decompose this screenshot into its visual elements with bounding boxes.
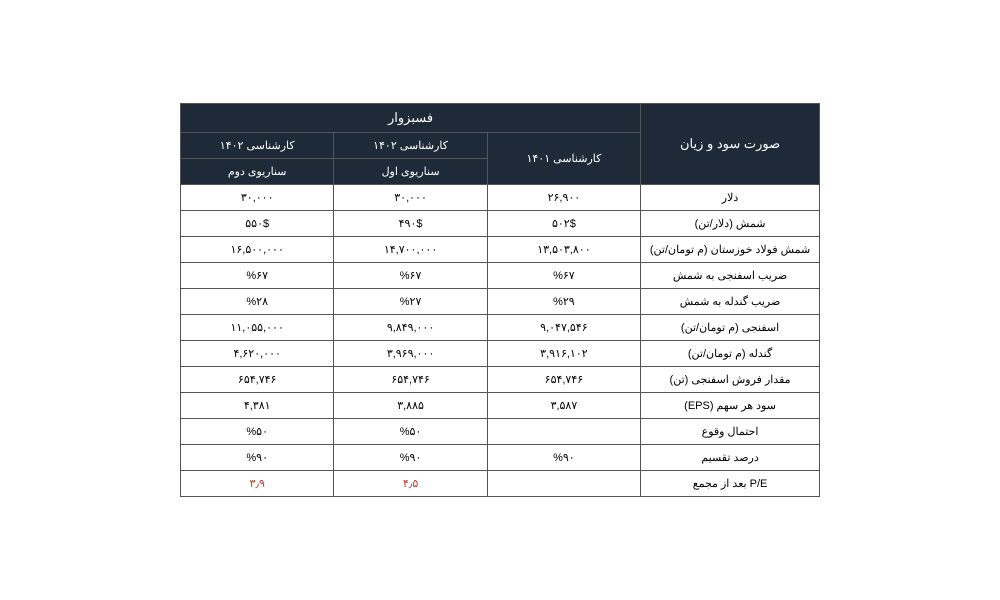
row-label: شمش (دلار/تن) (641, 211, 820, 237)
row-value-2: ۳,۸۸۵ (334, 393, 487, 419)
table-row: P/E بعد از مجمع ۴٫۵۳٫۹ (181, 471, 820, 497)
row-value-3: %۵۰ (181, 419, 334, 445)
row-label: احتمال وقوع (641, 419, 820, 445)
row-value-1: ۵۰۲$ (487, 211, 640, 237)
row-value-1: ۲۶,۹۰۰ (487, 185, 640, 211)
row-value-2: ۴۹۰$ (334, 211, 487, 237)
row-label: ضریب اسفنجی به شمش (641, 263, 820, 289)
row-value-1 (487, 471, 640, 497)
table-row: گندله (م تومان/تن)۳,۹۱۶,۱۰۲۳,۹۶۹,۰۰۰۴,۶۲… (181, 341, 820, 367)
table-row: درصد تقسیم%۹۰%۹۰%۹۰ (181, 445, 820, 471)
row-value-1: ۱۳,۵۰۳,۸۰۰ (487, 237, 640, 263)
row-value-1: ۹,۰۴۷,۵۴۶ (487, 315, 640, 341)
row-label: مقدار فروش اسفنجی (تن) (641, 367, 820, 393)
row-label: P/E بعد از مجمع (641, 471, 820, 497)
row-value-3: ۴,۶۲۰,۰۰۰ (181, 341, 334, 367)
row-value-3: ۶۵۴,۷۴۶ (181, 367, 334, 393)
row-value-2: %۹۰ (334, 445, 487, 471)
row-value-2: %۵۰ (334, 419, 487, 445)
table-row: دلار۲۶,۹۰۰۳۰,۰۰۰۳۰,۰۰۰ (181, 185, 820, 211)
row-value-2: ۳,۹۶۹,۰۰۰ (334, 341, 487, 367)
row-value-3: ۱۶,۵۰۰,۰۰۰ (181, 237, 334, 263)
row-value-1: %۹۰ (487, 445, 640, 471)
row-label: سود هر سهم (EPS) (641, 393, 820, 419)
row-value-1: ۶۵۴,۷۴۶ (487, 367, 640, 393)
row-value-2: ۴٫۵ (334, 471, 487, 497)
row-value-3: ۴,۳۸۱ (181, 393, 334, 419)
table-row: ضریب اسفنجی به شمش%۶۷%۶۷%۶۷ (181, 263, 820, 289)
row-value-3: %۹۰ (181, 445, 334, 471)
row-value-3: ۳۰,۰۰۰ (181, 185, 334, 211)
table-row: احتمال وقوع %۵۰%۵۰ (181, 419, 820, 445)
row-value-3: ۵۵۰$ (181, 211, 334, 237)
header-col-1402-s1-top: کارشناسی ۱۴۰۲ (334, 133, 487, 159)
row-label: ضریب گندله به شمش (641, 289, 820, 315)
table-row: سود هر سهم (EPS)۳,۵۸۷۳,۸۸۵۴,۳۸۱ (181, 393, 820, 419)
table-row: شمش فولاد خوزستان (م تومان/تن)۱۳,۵۰۳,۸۰۰… (181, 237, 820, 263)
row-value-1: %۲۹ (487, 289, 640, 315)
row-label: دلار (641, 185, 820, 211)
row-value-3: %۶۷ (181, 263, 334, 289)
row-value-1: %۶۷ (487, 263, 640, 289)
row-value-1: ۳,۹۱۶,۱۰۲ (487, 341, 640, 367)
table-row: اسفنجی (م تومان/تن)۹,۰۴۷,۵۴۶۹,۸۴۹,۰۰۰۱۱,… (181, 315, 820, 341)
row-value-2: ۹,۸۴۹,۰۰۰ (334, 315, 487, 341)
row-value-3: %۲۸ (181, 289, 334, 315)
table-body: دلار۲۶,۹۰۰۳۰,۰۰۰۳۰,۰۰۰شمش (دلار/تن)۵۰۲$۴… (181, 185, 820, 497)
row-value-3: ۳٫۹ (181, 471, 334, 497)
row-value-1: ۳,۵۸۷ (487, 393, 640, 419)
row-label: شمش فولاد خوزستان (م تومان/تن) (641, 237, 820, 263)
header-col-1402-s2-sub: سناریوی دوم (181, 159, 334, 185)
row-value-2: ۶۵۴,۷۴۶ (334, 367, 487, 393)
table-row: مقدار فروش اسفنجی (تن)۶۵۴,۷۴۶۶۵۴,۷۴۶۶۵۴,… (181, 367, 820, 393)
row-label: اسفنجی (م تومان/تن) (641, 315, 820, 341)
row-value-2: ۱۴,۷۰۰,۰۰۰ (334, 237, 487, 263)
row-value-3: ۱۱,۰۵۵,۰۰۰ (181, 315, 334, 341)
table-row: ضریب گندله به شمش%۲۹%۲۷%۲۸ (181, 289, 820, 315)
header-col-1402-s1-sub: سناریوی اول (334, 159, 487, 185)
row-value-1 (487, 419, 640, 445)
table-header: صورت سود و زیان فسبزوار کارشناسی ۱۴۰۱ کا… (181, 104, 820, 185)
row-label: گندله (م تومان/تن) (641, 341, 820, 367)
financial-table-container: صورت سود و زیان فسبزوار کارشناسی ۱۴۰۱ کا… (180, 103, 820, 497)
financial-table: صورت سود و زیان فسبزوار کارشناسی ۱۴۰۱ کا… (180, 103, 820, 497)
row-value-2: ۳۰,۰۰۰ (334, 185, 487, 211)
header-brand: فسبزوار (181, 104, 641, 133)
row-value-2: %۶۷ (334, 263, 487, 289)
header-col-1401: کارشناسی ۱۴۰۱ (487, 133, 640, 185)
header-col-1402-s2-top: کارشناسی ۱۴۰۲ (181, 133, 334, 159)
row-value-2: %۲۷ (334, 289, 487, 315)
header-main-label: صورت سود و زیان (641, 104, 820, 185)
row-label: درصد تقسیم (641, 445, 820, 471)
table-row: شمش (دلار/تن)۵۰۲$۴۹۰$۵۵۰$ (181, 211, 820, 237)
